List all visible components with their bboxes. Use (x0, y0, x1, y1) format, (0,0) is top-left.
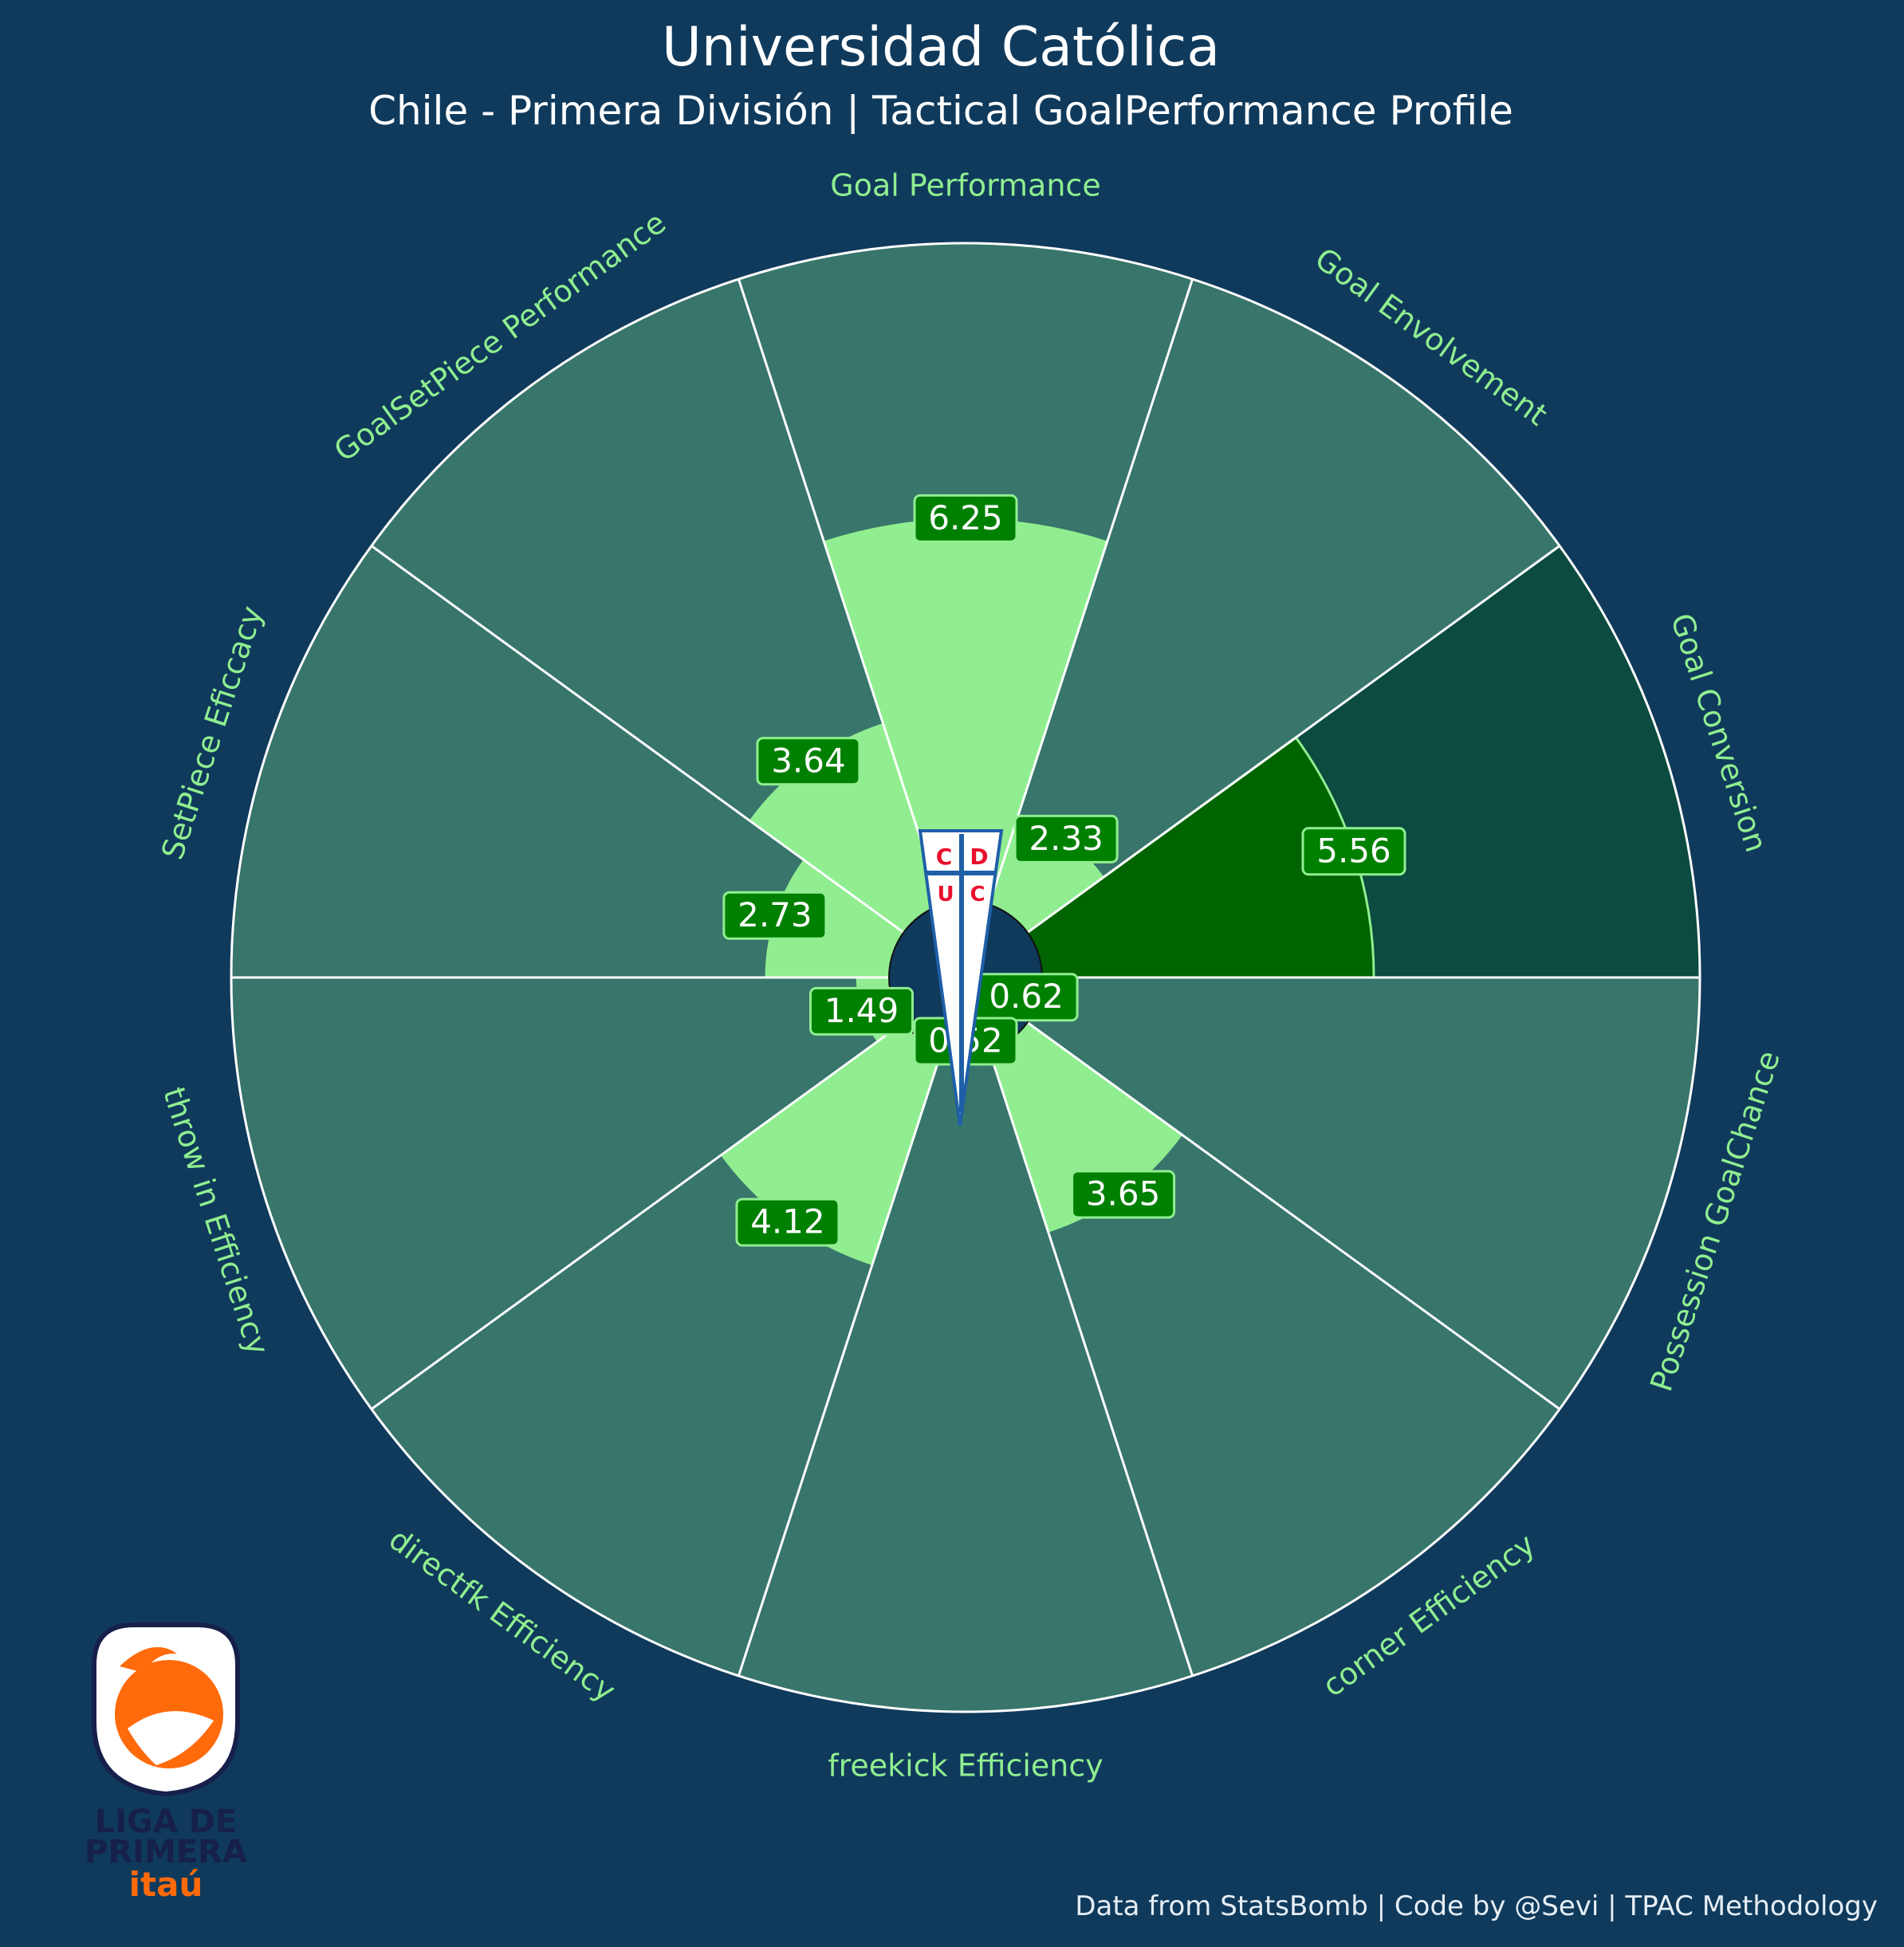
badge-letter-u: U (937, 883, 954, 907)
league-logo-line2: PRIMERA (85, 1834, 247, 1870)
club-badge: C D U C (918, 829, 1004, 1127)
outer-ring (230, 242, 1701, 1713)
value-label-box (735, 1198, 840, 1247)
sector-divider (965, 545, 1560, 979)
badge-letter-c2: C (970, 883, 985, 907)
value-label-box (756, 737, 861, 786)
sector-bg (966, 977, 1700, 1410)
value-label: 2.73 (738, 895, 812, 934)
sector-dividers (230, 242, 1701, 1713)
bar-group (721, 518, 1375, 1265)
category-label: freekick Efficiency (828, 1748, 1103, 1784)
value-label: 5.56 (1316, 831, 1391, 870)
badge-letter-d: D (970, 844, 988, 870)
value-label: 3.65 (1086, 1174, 1161, 1213)
value-label-box (1071, 1170, 1176, 1219)
bar (721, 977, 966, 1265)
league-logo-line1: LIGA DE (95, 1803, 238, 1840)
value-label-box (1013, 814, 1119, 863)
sector-divider (737, 977, 967, 1677)
sector-divider (965, 976, 1560, 1410)
sector-divider (371, 976, 966, 1410)
league-logo-emblem-cut (128, 1711, 214, 1765)
league-logo-line3: itaú (129, 1865, 203, 1904)
value-label: 4.12 (750, 1202, 825, 1241)
sector-bg (738, 977, 1193, 1712)
sector-bg (231, 545, 966, 977)
sector-divider (964, 977, 1194, 1677)
bar (824, 518, 1107, 977)
value-label-box (722, 891, 828, 940)
chart-subtitle: Chile - Primera División | Tactical Goal… (368, 88, 1513, 134)
sector-divider (371, 545, 966, 979)
bar (749, 723, 966, 977)
badge-letter-c1: C (936, 844, 953, 870)
value-labels: 6.252.335.560.623.650.524.121.492.733.64 (722, 494, 1406, 1247)
value-label: 6.25 (928, 498, 1003, 537)
sector-bg (966, 279, 1560, 978)
league-logo-flame (120, 1646, 177, 1673)
category-label: Goal Performance (830, 168, 1100, 203)
value-label: 2.33 (1029, 819, 1103, 858)
value-label: 0.62 (989, 977, 1064, 1016)
value-label-box (913, 494, 1018, 543)
bar (966, 977, 1182, 1233)
footer-credits: Data from StatsBomb | Code by @Sevi | TP… (1075, 1890, 1878, 1922)
value-label-box (808, 986, 914, 1036)
sector-bg (231, 977, 966, 1410)
sector-divider (964, 278, 1194, 978)
league-logo: LIGA DE PRIMERA itaú (85, 1622, 247, 1904)
value-label: 3.64 (771, 741, 846, 780)
value-label-box (1301, 827, 1406, 876)
chart-title: Universidad Católica (662, 16, 1220, 79)
value-label: 1.49 (824, 991, 899, 1030)
